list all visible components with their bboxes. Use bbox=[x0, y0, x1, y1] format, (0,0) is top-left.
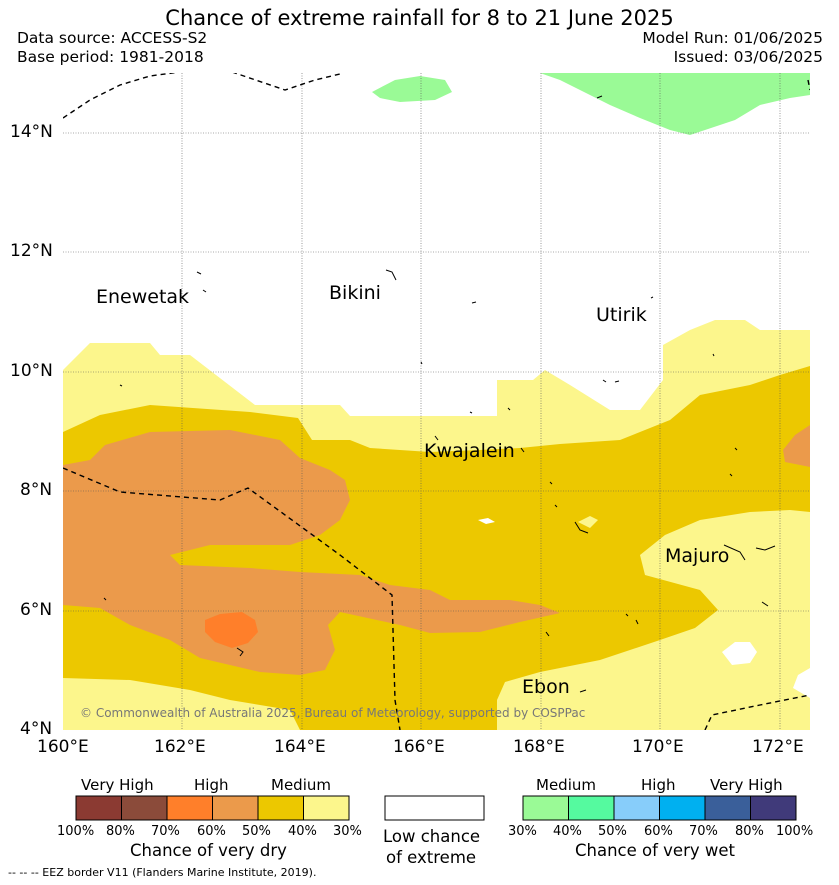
dry-50-60-east-patch bbox=[783, 425, 810, 467]
dry-tick-60: 60% bbox=[197, 824, 226, 839]
place-majuro: Majuro bbox=[665, 545, 730, 567]
metadata-right: Model Run: 01/06/2025 Issued: 03/06/2025 bbox=[642, 29, 823, 67]
eez-border-note: -- -- -- EEZ border V11 (Flanders Marine… bbox=[8, 866, 317, 879]
issued-date: Issued: 03/06/2025 bbox=[673, 48, 823, 66]
low-chance-line2: of extreme bbox=[386, 848, 477, 867]
wet-legend-high: High bbox=[641, 776, 676, 794]
lon-label-168e: 168°E bbox=[513, 737, 565, 757]
wet-swatch-40-50 bbox=[568, 795, 615, 821]
dry-tick-100: 100% bbox=[57, 824, 95, 839]
wet-swatch-60-70 bbox=[659, 795, 706, 821]
dry-legend-very-high: Very High bbox=[81, 776, 154, 794]
dry-swatch-40-30 bbox=[303, 795, 350, 821]
wet-colorbar bbox=[522, 795, 797, 821]
base-period: Base period: 1981-2018 bbox=[17, 48, 204, 66]
place-kwajalein: Kwajalein bbox=[424, 440, 515, 462]
dry-legend-title: Chance of very dry bbox=[130, 841, 287, 860]
lon-label-166e: 166°E bbox=[393, 737, 445, 757]
dry-legend-high: High bbox=[194, 776, 229, 794]
dry-60-70-region bbox=[205, 612, 258, 648]
lon-label-172e: 172°E bbox=[752, 737, 804, 757]
low-chance-hole-small bbox=[478, 518, 495, 524]
dry-legend-medium: Medium bbox=[271, 776, 331, 794]
low-chance-hole-islet bbox=[578, 516, 598, 528]
wet-swatch-30-40 bbox=[522, 795, 569, 821]
wet-tick-50: 50% bbox=[598, 824, 627, 839]
data-source: Data source: ACCESS-S2 bbox=[17, 29, 208, 47]
wet-swatch-70-80 bbox=[704, 795, 751, 821]
dry-swatch-80-70 bbox=[121, 795, 168, 821]
dry-swatch-100-80 bbox=[75, 795, 122, 821]
model-run: Model Run: 01/06/2025 bbox=[642, 29, 823, 47]
dry-swatch-70-60 bbox=[166, 795, 213, 821]
dry-tick-40: 40% bbox=[288, 824, 317, 839]
metadata-left: Data source: ACCESS-S2 Base period: 1981… bbox=[17, 29, 207, 67]
wet-tick-100: 100% bbox=[776, 824, 814, 839]
eez-borders bbox=[63, 73, 810, 730]
lat-label-4n: 4°N bbox=[20, 719, 53, 739]
wet-tick-70: 70% bbox=[689, 824, 718, 839]
low-chance-swatch bbox=[384, 795, 485, 821]
wet-swatch-80-100 bbox=[750, 795, 797, 821]
lon-label-170e: 170°E bbox=[632, 737, 684, 757]
wet-30-40-region-north bbox=[540, 73, 810, 135]
map-gridlines bbox=[63, 73, 810, 730]
wet-tick-60: 60% bbox=[644, 824, 673, 839]
wet-legend-medium: Medium bbox=[536, 776, 596, 794]
wet-tick-30: 30% bbox=[508, 824, 537, 839]
dry-colorbar bbox=[75, 795, 350, 821]
map-title: Chance of extreme rainfall for 8 to 21 J… bbox=[165, 6, 674, 30]
lat-label-6n: 6°N bbox=[20, 600, 53, 620]
dry-tick-80: 80% bbox=[106, 824, 135, 839]
dry-tick-50: 50% bbox=[242, 824, 271, 839]
low-chance-hole-south bbox=[722, 642, 757, 665]
wet-legend-title: Chance of very wet bbox=[575, 841, 735, 860]
wet-tick-40: 40% bbox=[553, 824, 582, 839]
dry-tick-70: 70% bbox=[151, 824, 180, 839]
dry-tick-30: 30% bbox=[333, 824, 362, 839]
lat-label-12n: 12°N bbox=[10, 241, 53, 261]
dry-swatch-60-50 bbox=[212, 795, 259, 821]
lon-label-160e: 160°E bbox=[37, 737, 89, 757]
copyright-notice: © Commonwealth of Australia 2025, Bureau… bbox=[80, 706, 586, 720]
wet-30-40-region-small bbox=[372, 76, 452, 102]
lat-label-14n: 14°N bbox=[10, 122, 53, 142]
lat-label-8n: 8°N bbox=[20, 480, 53, 500]
dry-swatch-50-40 bbox=[257, 795, 304, 821]
low-chance-hole-southeast bbox=[793, 668, 810, 698]
lon-label-162e: 162°E bbox=[154, 737, 206, 757]
place-enewetak: Enewetak bbox=[96, 286, 190, 308]
wet-tick-80: 80% bbox=[735, 824, 764, 839]
map-plot-area bbox=[63, 73, 810, 730]
place-utirik: Utirik bbox=[596, 304, 647, 326]
lon-label-164e: 164°E bbox=[274, 737, 326, 757]
low-chance-line1: Low chance bbox=[383, 827, 481, 846]
wet-legend-very-high: Very High bbox=[710, 776, 783, 794]
dry-50-60-region bbox=[63, 430, 560, 675]
place-ebon: Ebon bbox=[522, 676, 570, 698]
lat-label-10n: 10°N bbox=[10, 361, 53, 381]
place-bikini: Bikini bbox=[329, 282, 381, 304]
wet-swatch-50-60 bbox=[613, 795, 660, 821]
island-outlines bbox=[103, 95, 776, 693]
